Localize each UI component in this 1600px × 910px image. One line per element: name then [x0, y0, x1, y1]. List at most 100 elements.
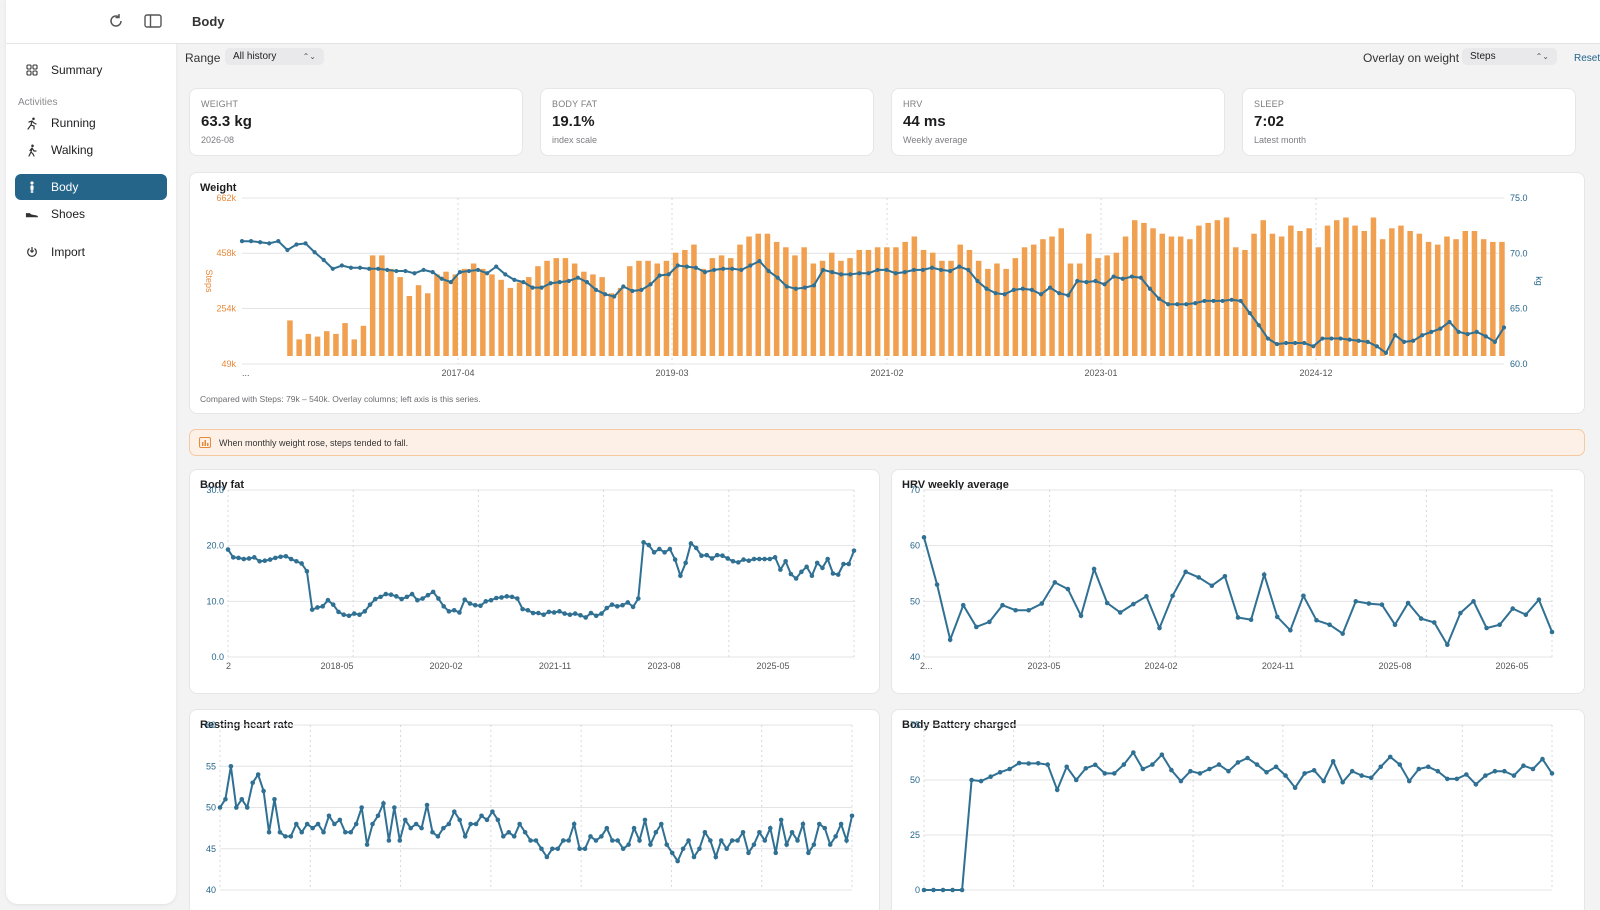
left-axis-title: Steps [204, 269, 214, 293]
data-point [1104, 600, 1110, 606]
data-point [578, 612, 583, 618]
weight-point [911, 267, 916, 273]
data-point [539, 846, 544, 852]
data-point [430, 829, 435, 835]
steps-bar [810, 263, 817, 356]
data-point [1226, 768, 1231, 774]
card-value: 63.3 kg [201, 113, 252, 130]
data-point [490, 809, 495, 814]
data-point [372, 596, 378, 602]
data-point [762, 838, 768, 843]
data-point [1121, 762, 1127, 767]
data-point [273, 555, 278, 561]
data-point [1340, 631, 1345, 636]
data-point [1188, 768, 1193, 774]
sidebar-toggle-icon[interactable] [143, 12, 163, 32]
data-point [1471, 599, 1476, 604]
weight-point [1293, 340, 1298, 346]
data-point [1445, 642, 1450, 648]
data-point [1406, 778, 1412, 784]
resting-hr-chart: 40 45 50 55 60 [206, 720, 855, 895]
data-point [388, 592, 394, 597]
weight-point [1392, 333, 1398, 338]
data-point [1301, 593, 1306, 599]
range-select[interactable]: All history ⌃⌄ [225, 48, 324, 65]
data-point [693, 545, 699, 551]
data-point [246, 556, 252, 561]
steps-bar [1251, 233, 1257, 356]
data-point [746, 558, 752, 563]
steps-bar [1214, 220, 1221, 356]
overlay-select[interactable]: Steps ⌃⌄ [1462, 48, 1557, 65]
card-label: BODY FAT [552, 99, 598, 109]
data-point [1000, 602, 1005, 608]
weight-point [1238, 298, 1243, 304]
data-point [974, 624, 979, 630]
data-point [940, 887, 946, 893]
data-point [757, 556, 762, 562]
sidebar-item-shoes[interactable]: Shoes [15, 201, 167, 227]
data-point [499, 595, 504, 600]
weight-point [811, 283, 817, 288]
data-point [557, 609, 562, 614]
data-point [1283, 773, 1288, 778]
reset-link[interactable]: Reset [1574, 53, 1600, 64]
sidebar-item-body[interactable]: Body [15, 174, 167, 200]
running-icon [25, 116, 39, 130]
data-point [931, 887, 936, 893]
data-point [299, 829, 305, 835]
steps-bar [388, 268, 394, 356]
chart-title: Weight [200, 182, 237, 194]
weight-point [575, 275, 581, 280]
data-point [228, 763, 234, 769]
steps-bar [911, 236, 918, 356]
weight-point [1247, 310, 1252, 316]
weight-point [485, 271, 490, 276]
data-point [544, 854, 550, 860]
left-tick-label: 49k [221, 359, 236, 369]
sidebar-item-import[interactable]: Import [15, 239, 167, 265]
data-point [1511, 773, 1517, 778]
data-point [567, 612, 573, 617]
steps-bar [1104, 255, 1110, 356]
weight-point [929, 265, 935, 270]
header: Body [176, 0, 1600, 44]
weight-line [242, 240, 1505, 355]
steps-bar [1205, 222, 1211, 356]
data-point [713, 854, 719, 860]
data-point [960, 602, 966, 608]
sidebar-item-label: Walking [51, 143, 94, 157]
weight-point [321, 257, 326, 263]
sidebar-item-summary[interactable]: Summary [15, 57, 167, 83]
data-point [325, 597, 331, 603]
data-point [1540, 756, 1545, 762]
sidebar-nav: Summary Activities Running Walking Body … [6, 44, 176, 265]
weight-point [403, 268, 408, 274]
weight-point [1465, 332, 1470, 337]
weight-point [684, 264, 689, 269]
data-point [1314, 617, 1319, 623]
weight-point [1057, 291, 1062, 296]
steps-bar [1324, 225, 1331, 356]
x-tick-label: 2... [920, 661, 933, 671]
data-point [277, 829, 283, 835]
sidebar-item-walking[interactable]: Walking [15, 137, 167, 163]
data-point [835, 572, 841, 577]
data-point [520, 606, 525, 612]
data-point [757, 829, 762, 835]
data-point [702, 829, 708, 835]
weight-point [1165, 302, 1171, 307]
sidebar-item-label: Running [51, 116, 96, 130]
steps-bar [1076, 263, 1083, 356]
weight-point [285, 247, 290, 253]
data-point [978, 778, 984, 784]
data-point [1083, 766, 1089, 771]
data-point [1379, 602, 1385, 607]
refresh-icon[interactable] [107, 12, 127, 32]
sidebar-item-running[interactable]: Running [15, 110, 167, 136]
data-point [795, 838, 800, 843]
weight-point [938, 267, 944, 273]
data-point [364, 842, 370, 847]
chart-note: Compared with Steps: 79k – 540k. Overlay… [200, 394, 481, 404]
weight-point [367, 266, 372, 271]
